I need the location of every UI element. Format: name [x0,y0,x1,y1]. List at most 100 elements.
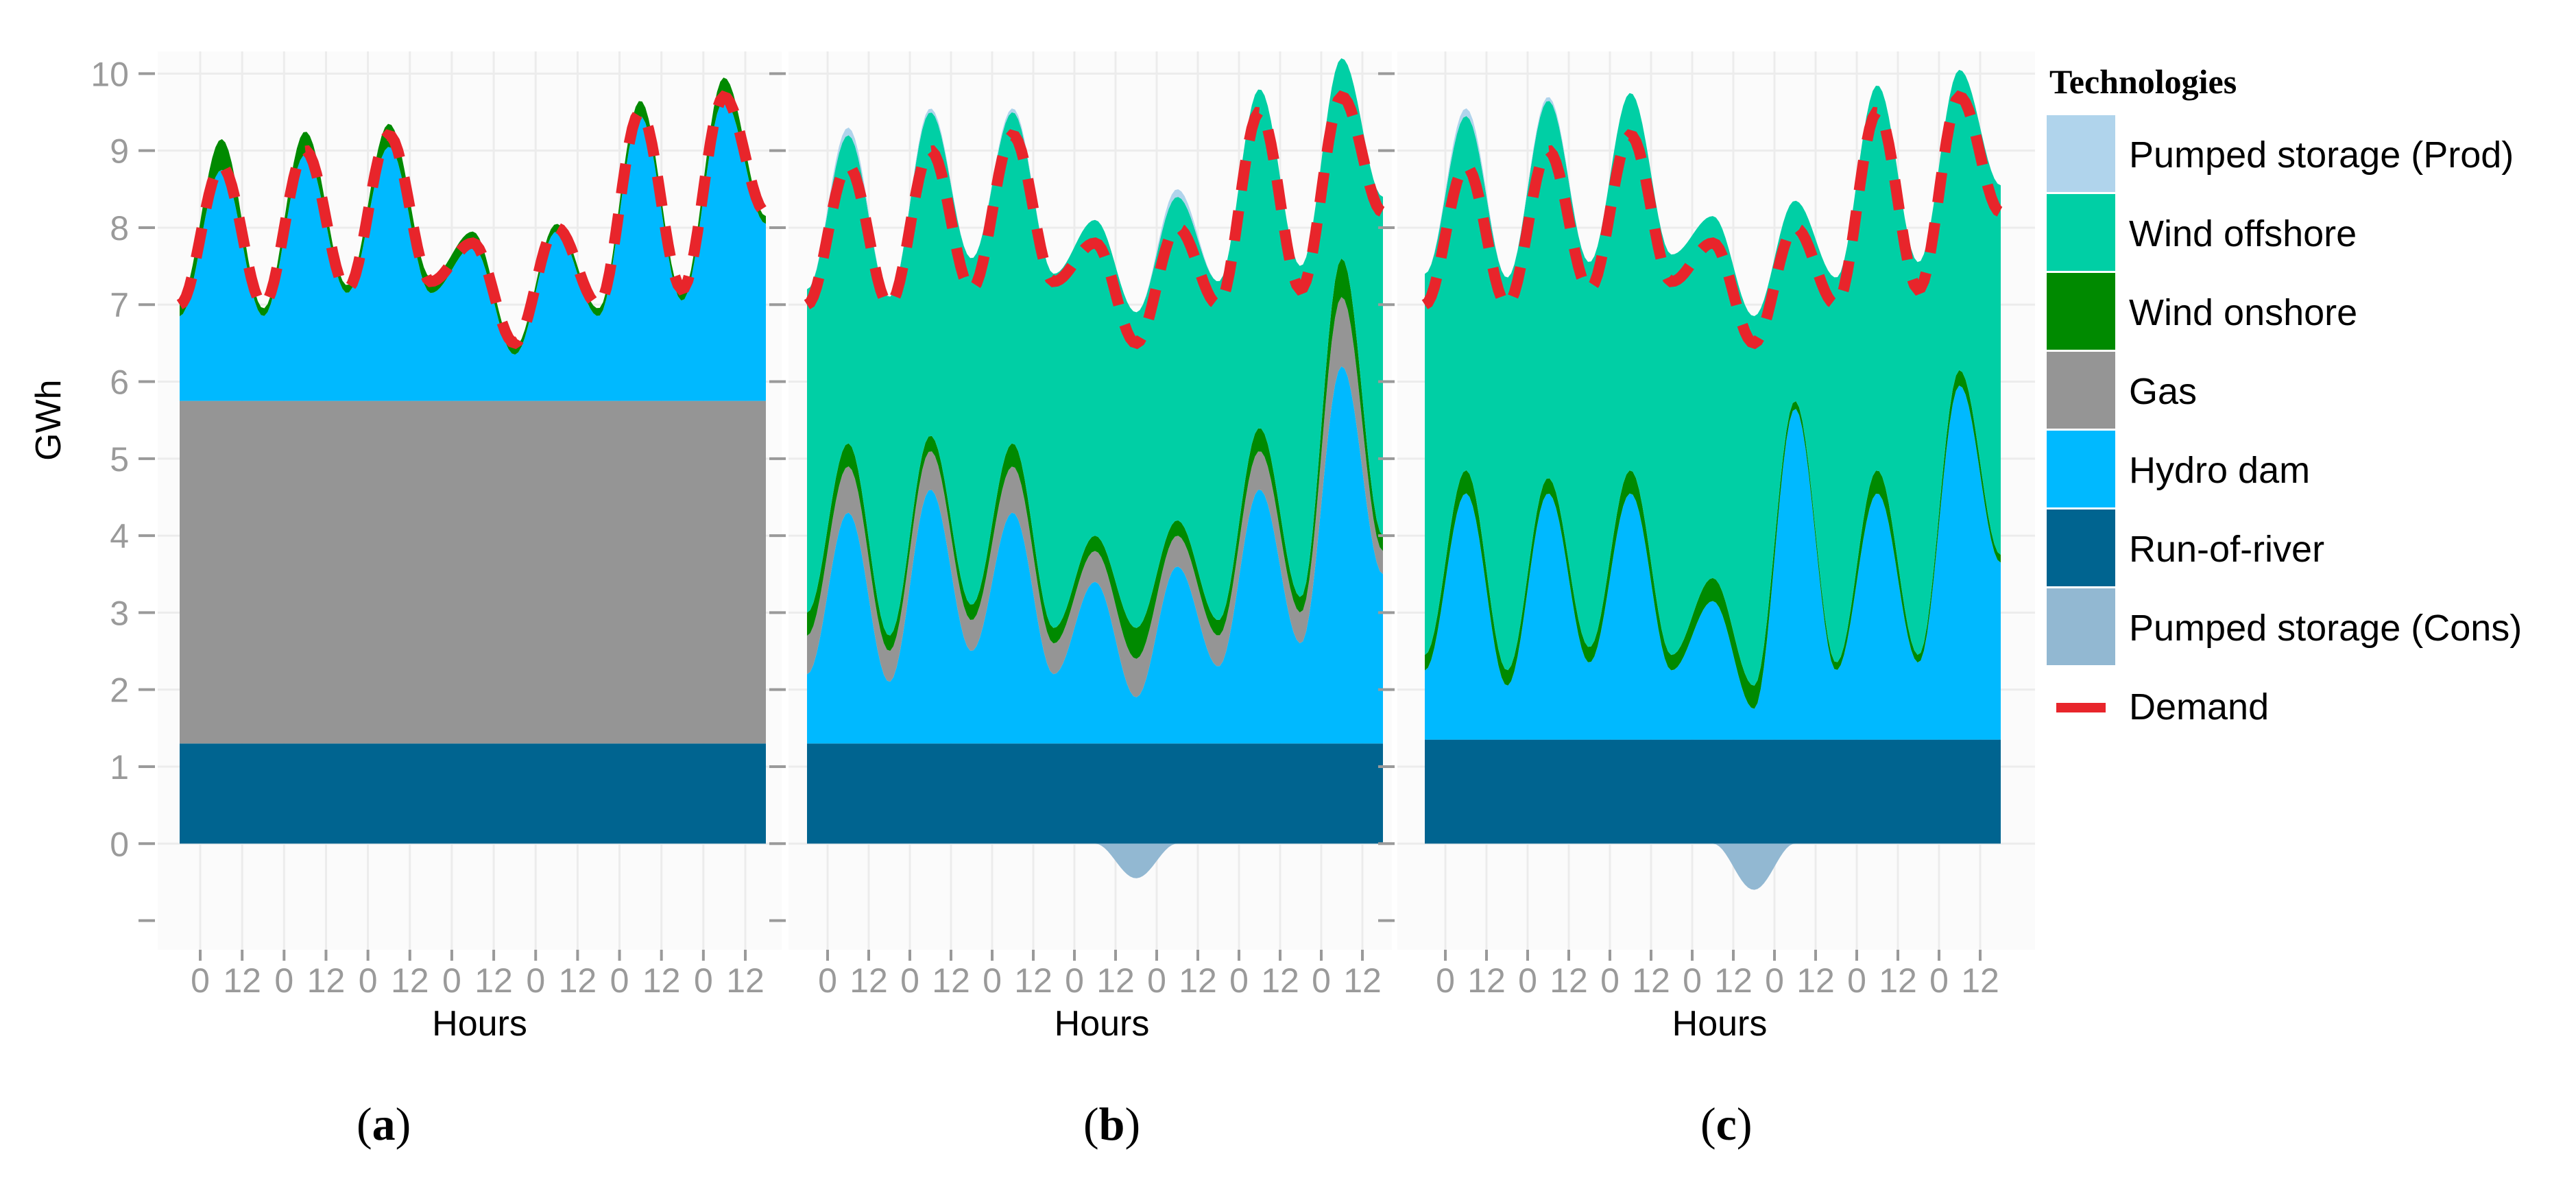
legend-swatch-demand [2047,669,2115,745]
area-gas [807,297,1383,697]
x-tick-label: 0 [1518,961,1537,1000]
y-tick-label: 2 [110,671,129,710]
legend-swatch-gas [2047,352,2115,431]
x-tick-label: 12 [1796,961,1835,1000]
legend-item-hydro-dam: Hydro dam [2047,431,2568,509]
legend-label-wind-offshore: Wind offshore [2129,213,2357,254]
legend-swatch-run-of-river [2047,509,2115,588]
x-tick-label: 0 [900,961,919,1000]
x-tick-label: 12 [642,961,681,1000]
x-tick-label: 0 [526,961,545,1000]
panel-label-b: (b) [1083,1098,1141,1150]
legend-label-wind-onshore: Wind onshore [2129,291,2358,333]
legend: Technologies Pumped storage (Prod) Wind o… [2047,55,2568,746]
x-tick-label: 0 [1065,961,1084,1000]
panel-label-a: (a) [357,1098,411,1150]
x-tick-label: 0 [818,961,837,1000]
x-tick-label: 0 [610,961,629,1000]
x-tick-label: 12 [474,961,513,1000]
legend-swatch-hydro-dam [2047,431,2115,509]
x-tick-label: 12 [223,961,261,1000]
legend-label-run-of-river: Run-of-river [2129,528,2325,570]
x-tick-label: 0 [1683,961,1702,1000]
x-tick-label: 0 [1847,961,1866,1000]
x-tick-label: 12 [1467,961,1506,1000]
x-tick-label: 12 [1961,961,1999,1000]
area-hydro-dam [180,100,766,401]
legend-label-gas: Gas [2129,370,2198,412]
legend-item-pumped-cons: Pumped storage (Cons) [2047,588,2568,667]
x-tick-label: 0 [1147,961,1166,1000]
y-tick-label: 8 [110,209,129,248]
x-tick-label: 0 [1929,961,1949,1000]
legend-items: Pumped storage (Prod) Wind offshore Wind o… [2047,115,2568,667]
y-tick-label: 4 [110,517,129,555]
y-tick-label: 5 [110,440,129,479]
x-tick-label: 12 [1714,961,1753,1000]
x-tick-label: 0 [191,961,210,1000]
legend-swatch-pumped-prod [2047,115,2115,194]
area-gas [180,400,766,744]
y-axis-label: GWh [29,379,69,460]
legend-label-demand: Demand [2129,686,2270,728]
legend-swatch-wind-offshore [2047,194,2115,273]
x-axis-label: Hours [1672,1004,1768,1044]
x-tick-label: 12 [932,961,970,1000]
area-run-of-river [180,743,766,844]
y-tick-label: 7 [110,286,129,324]
legend-item-gas: Gas [2047,352,2568,431]
x-tick-label: 12 [1632,961,1670,1000]
legend-swatch-pumped-cons [2047,588,2115,667]
x-tick-label: 12 [1879,961,1917,1000]
x-tick-label: 0 [983,961,1002,1000]
legend-item-demand: Demand [2047,667,2568,746]
x-tick-label: 12 [850,961,888,1000]
x-tick-label: 12 [1261,961,1299,1000]
y-tick-label: 0 [110,825,129,863]
legend-item-wind-offshore: Wind offshore [2047,194,2568,273]
x-tick-label: 12 [559,961,597,1000]
x-tick-label: 12 [1343,961,1382,1000]
legend-swatch-wind-onshore [2047,273,2115,352]
panel-label-c: (c) [1700,1098,1753,1150]
x-tick-label: 12 [1014,961,1052,1000]
demand-line [176,90,769,350]
x-tick-label: 12 [726,961,765,1000]
demand-line [1421,90,2003,350]
y-tick-label: 9 [110,132,129,171]
x-tick-label: 0 [359,961,378,1000]
x-tick-label: 0 [274,961,293,1000]
legend-title: Technologies [2049,62,2237,101]
area-wind-onshore [807,259,1383,659]
x-axis-label: Hours [432,1004,527,1044]
x-tick-label: 0 [1765,961,1784,1000]
x-tick-label: 0 [1600,961,1620,1000]
area-hydro-dam [807,366,1383,744]
area-hydro-dam [1425,385,2001,740]
legend-item-wind-onshore: Wind onshore [2047,273,2568,352]
y-tick-label: 10 [91,55,129,93]
x-tick-label: 0 [1312,961,1331,1000]
x-tick-label: 0 [1229,961,1249,1000]
y-tick-label: 1 [110,748,129,787]
x-tick-label: 12 [1179,961,1217,1000]
x-tick-label: 0 [442,961,461,1000]
demand-line [804,90,1386,350]
y-tick-label: 3 [110,594,129,632]
x-tick-label: 12 [307,961,346,1000]
legend-item-pumped-prod: Pumped storage (Prod) [2047,115,2568,194]
legend-label-pumped-prod: Pumped storage (Prod) [2129,134,2514,176]
x-tick-label: 12 [1096,961,1135,1000]
x-tick-label: 0 [694,961,713,1000]
x-tick-label: 12 [391,961,429,1000]
legend-label-hydro-dam: Hydro dam [2129,449,2311,491]
legend-item-run-of-river: Run-of-river [2047,509,2568,588]
legend-label-pumped-cons: Pumped storage (Cons) [2129,607,2523,649]
x-tick-label: 0 [1436,961,1455,1000]
x-tick-label: 12 [1550,961,1588,1000]
x-axis-label: Hours [1055,1004,1150,1044]
